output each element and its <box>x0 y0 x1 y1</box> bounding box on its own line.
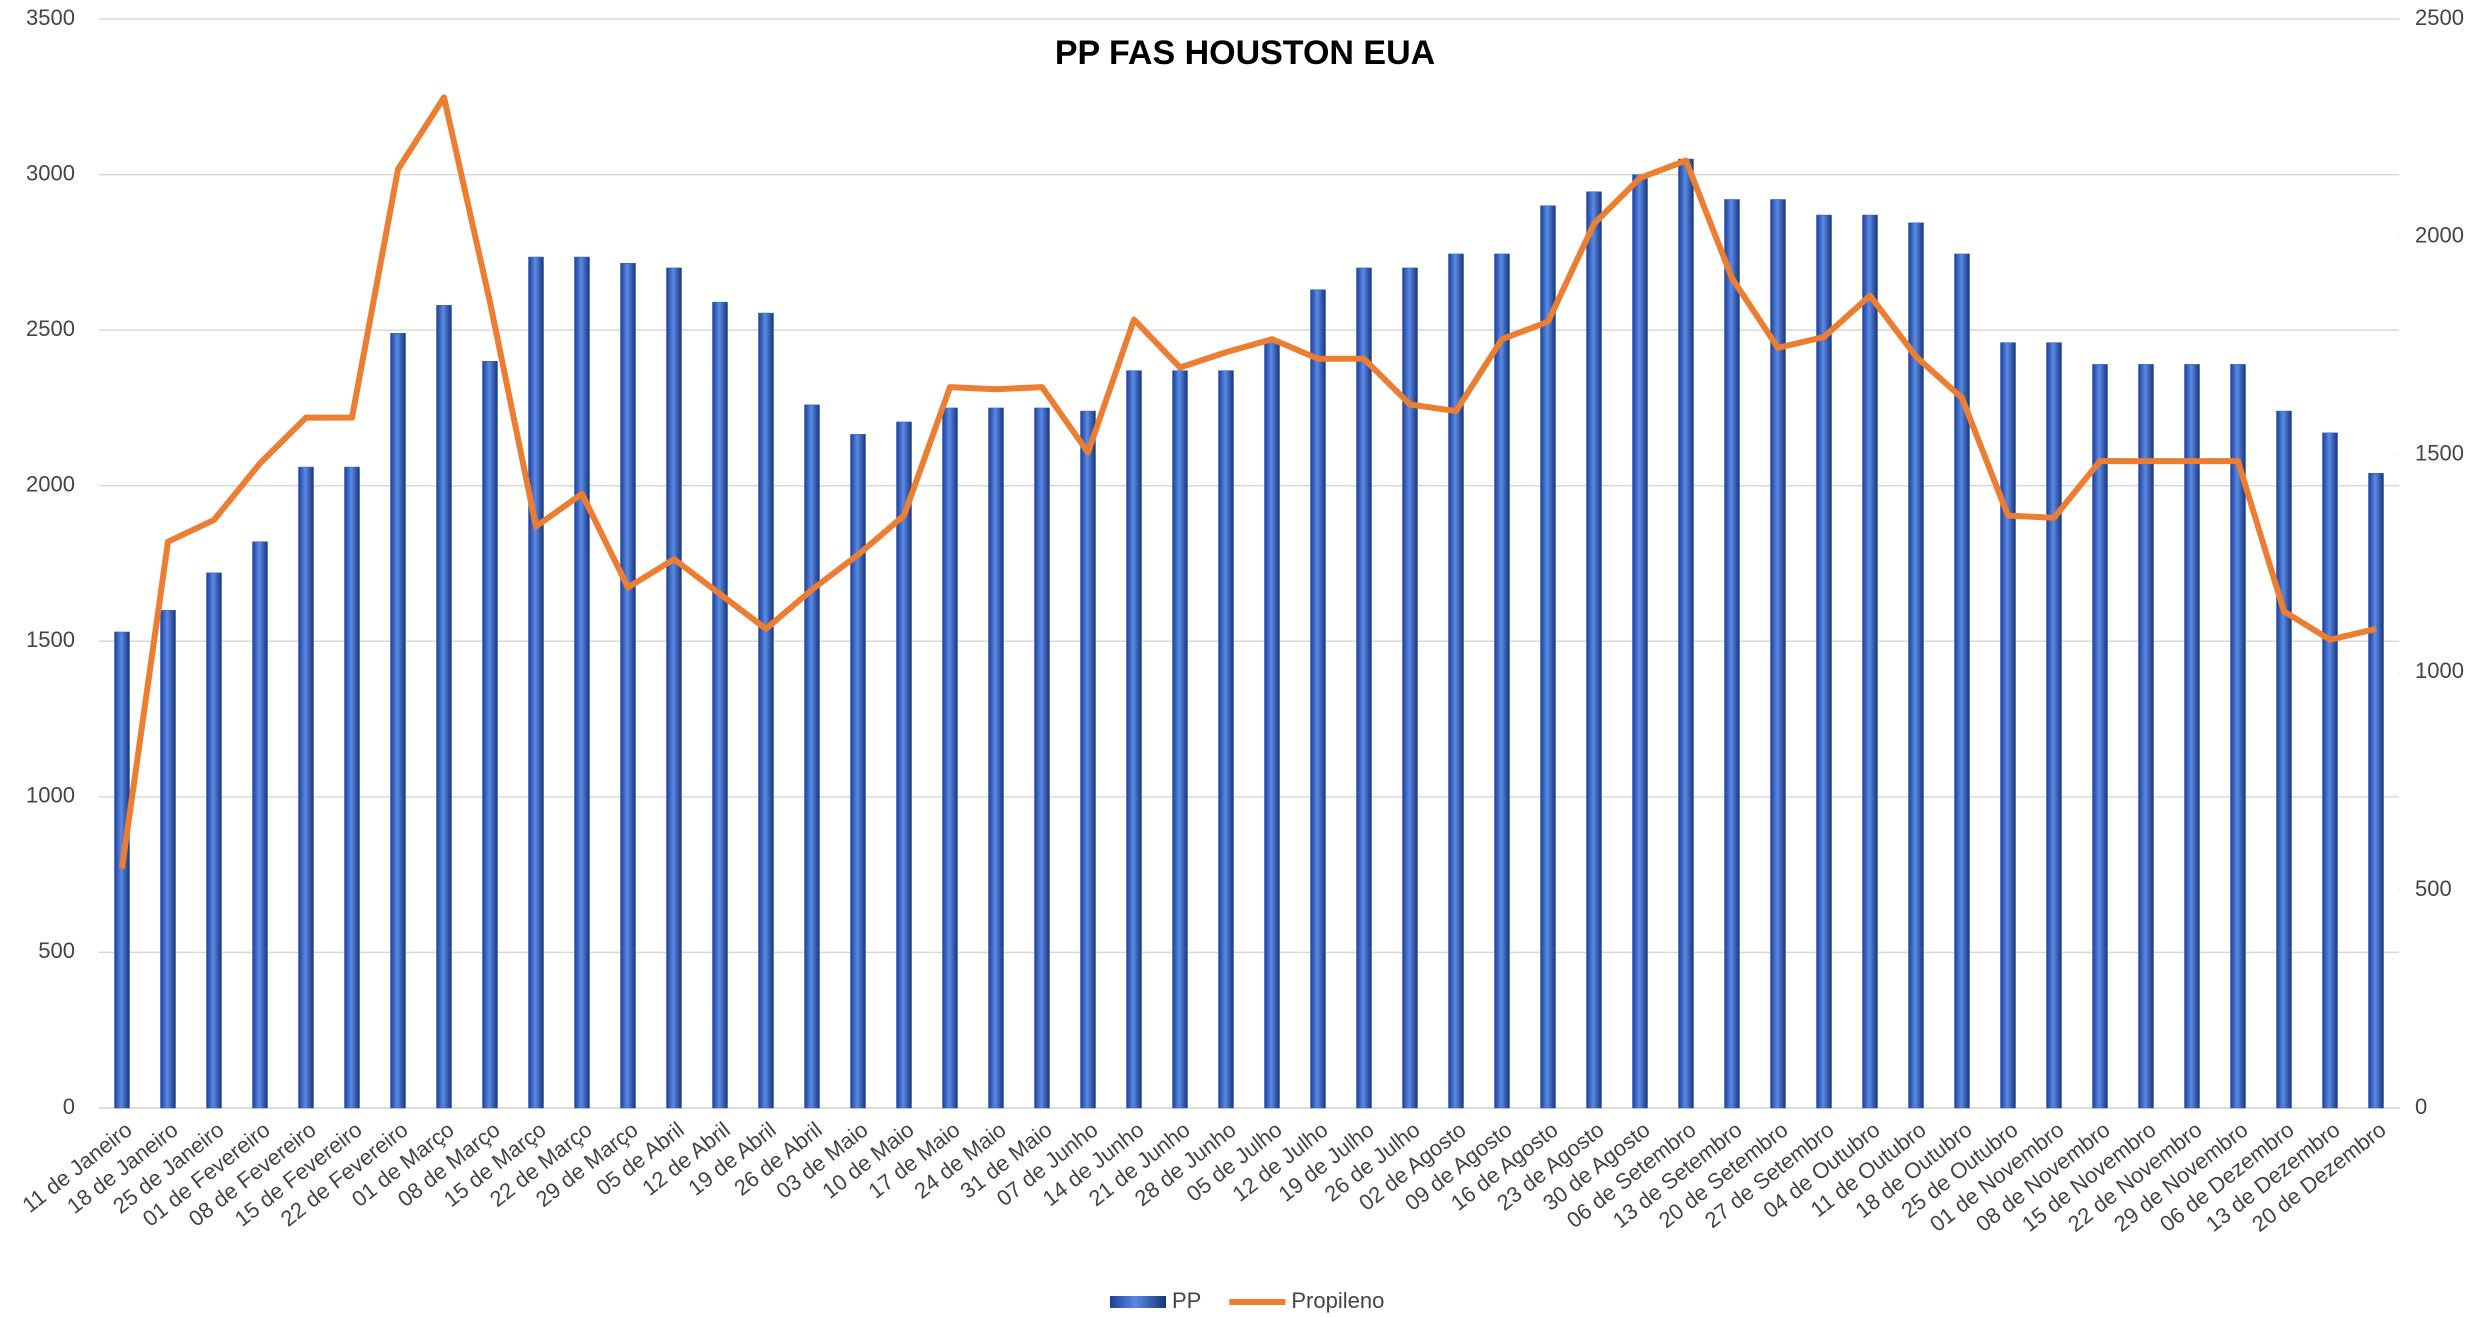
bar <box>2276 410 2292 1109</box>
bar <box>2046 342 2062 1109</box>
bar <box>482 361 498 1109</box>
bar <box>1172 370 1188 1109</box>
legend-swatch <box>1110 1296 1166 1308</box>
bar <box>804 404 820 1109</box>
bar <box>528 256 544 1109</box>
bar <box>114 631 130 1109</box>
y2-tick-label: 1500 <box>2415 440 2464 465</box>
bar <box>1632 174 1648 1109</box>
bar <box>850 434 866 1109</box>
bar <box>1954 253 1970 1109</box>
bar <box>344 466 360 1109</box>
bar <box>2138 364 2154 1109</box>
bar <box>1448 253 1464 1109</box>
bar <box>1080 410 1096 1109</box>
y2-tick-label: 1000 <box>2415 658 2464 683</box>
bar <box>1494 253 1510 1109</box>
bar <box>758 312 774 1109</box>
bar <box>712 301 728 1109</box>
bar <box>206 572 222 1109</box>
y2-tick-label: 500 <box>2415 876 2452 901</box>
bar <box>1218 370 1234 1109</box>
bar <box>2368 473 2384 1109</box>
y-tick-label: 2500 <box>26 316 75 341</box>
bar <box>160 609 176 1109</box>
line <box>119 94 2377 869</box>
bar <box>2184 364 2200 1109</box>
y2-tick-label: 2000 <box>2415 223 2464 248</box>
bar <box>988 407 1004 1109</box>
bar <box>1816 214 1832 1109</box>
y-tick-label: 1500 <box>26 627 75 652</box>
bar <box>2322 432 2338 1109</box>
bar <box>390 333 406 1109</box>
bar <box>1034 407 1050 1109</box>
bar <box>574 256 590 1109</box>
y-tick-label: 500 <box>38 938 75 963</box>
bar <box>298 466 314 1109</box>
bar <box>1126 370 1142 1109</box>
bar <box>2230 364 2246 1109</box>
bar <box>1908 222 1924 1109</box>
bar <box>1264 342 1280 1109</box>
bar <box>1770 199 1786 1109</box>
legend-label: Propileno <box>1291 1288 1384 1313</box>
bar <box>620 262 636 1109</box>
bar <box>252 541 268 1109</box>
bar <box>666 267 682 1109</box>
y2-tick-label: 2500 <box>2415 5 2464 30</box>
bar <box>1586 191 1602 1109</box>
y-tick-label: 0 <box>63 1094 75 1119</box>
y-tick-label: 2000 <box>26 472 75 497</box>
bar <box>942 407 958 1109</box>
bar <box>1724 199 1740 1109</box>
y2-tick-label: 0 <box>2415 1094 2427 1119</box>
bar <box>1862 214 1878 1109</box>
chart-title: PP FAS HOUSTON EUA <box>1055 34 1435 72</box>
bar <box>1678 158 1694 1109</box>
y-tick-label: 1000 <box>26 783 75 808</box>
bar <box>2092 364 2108 1109</box>
bar <box>1402 267 1418 1109</box>
bar <box>1540 205 1556 1109</box>
y-tick-label: 3000 <box>26 160 75 185</box>
bar <box>1356 267 1372 1109</box>
legend-label: PP <box>1172 1288 1201 1313</box>
bar <box>436 305 452 1109</box>
y-tick-label: 3500 <box>26 5 75 30</box>
bar <box>2000 342 2016 1109</box>
bar <box>1310 289 1326 1109</box>
bar <box>896 421 912 1109</box>
